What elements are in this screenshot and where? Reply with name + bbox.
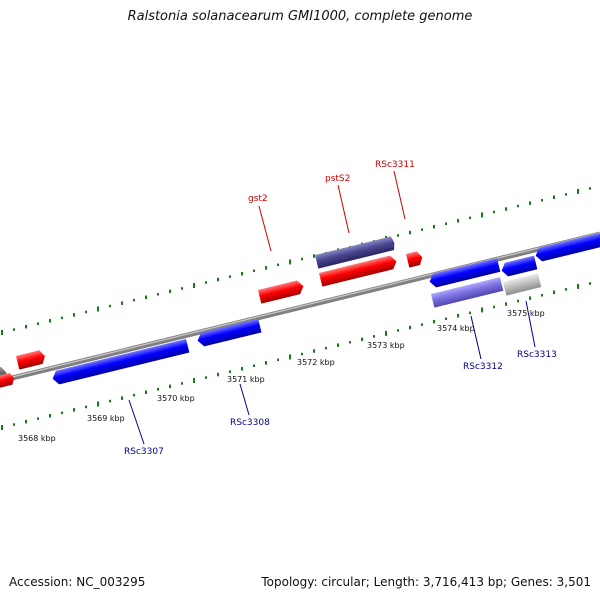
gene-arrow[interactable]: [534, 231, 600, 262]
forward-tick-track: [1, 187, 591, 335]
gene-arrow[interactable]: [196, 318, 262, 348]
forward-gene-track: [0, 236, 424, 390]
kbp-label: 3568 kbp: [18, 434, 56, 443]
gene-label-rsc3313[interactable]: RSc3313: [517, 350, 557, 360]
gene-arrow[interactable]: [319, 254, 398, 287]
backbone: [0, 231, 600, 384]
reverse-tick-track: [1, 282, 591, 430]
gene-label-rsc3312[interactable]: RSc3312: [463, 362, 503, 372]
gene-arrow[interactable]: [503, 273, 542, 296]
kbp-label: 3570 kbp: [157, 394, 195, 403]
kbp-label: 3573 kbp: [367, 341, 405, 350]
gene-arrow[interactable]: [315, 236, 396, 269]
gene-label-rsc3307[interactable]: RSc3307: [124, 447, 164, 457]
gene-label-gst2[interactable]: gst2: [248, 194, 268, 204]
gene-arrow[interactable]: [500, 255, 538, 278]
kbp-label: 3575 kbp: [507, 309, 545, 318]
gene-label-psts2[interactable]: pstS2: [325, 174, 350, 184]
accession-text: Accession: NC_003295: [9, 575, 146, 589]
gene-arrow[interactable]: [431, 277, 504, 308]
kbp-label: 3571 kbp: [227, 375, 265, 384]
gene-label-rsc3311[interactable]: RSc3311: [375, 160, 415, 170]
gene-arrow[interactable]: [258, 279, 305, 304]
gene-label-rsc3308[interactable]: RSc3308: [230, 418, 270, 428]
gene-label-leaders: [128, 170, 536, 445]
map-title: Ralstonia solanacearum GMI1000, complete…: [127, 9, 473, 24]
gene-arrow[interactable]: [16, 349, 47, 370]
kbp-label: 3572 kbp: [297, 358, 335, 367]
topology-text: Topology: circular; Length: 3,716,413 bp…: [261, 575, 591, 589]
kbp-label: 3574 kbp: [437, 324, 475, 333]
gene-arrow[interactable]: [406, 250, 424, 268]
kbp-label: 3569 kbp: [87, 414, 125, 423]
reverse-gene-track: [51, 231, 600, 386]
gene-arrow[interactable]: [51, 338, 190, 386]
gene-arrow[interactable]: [0, 372, 15, 390]
gene-names: gst2 pstS2 RSc3311 RSc3307 RSc3308 RSc33…: [124, 160, 557, 457]
kbp-labels: 3568 kbp 3569 kbp 3570 kbp 3571 kbp 3572…: [18, 309, 545, 443]
gene-arrow[interactable]: [428, 258, 501, 288]
